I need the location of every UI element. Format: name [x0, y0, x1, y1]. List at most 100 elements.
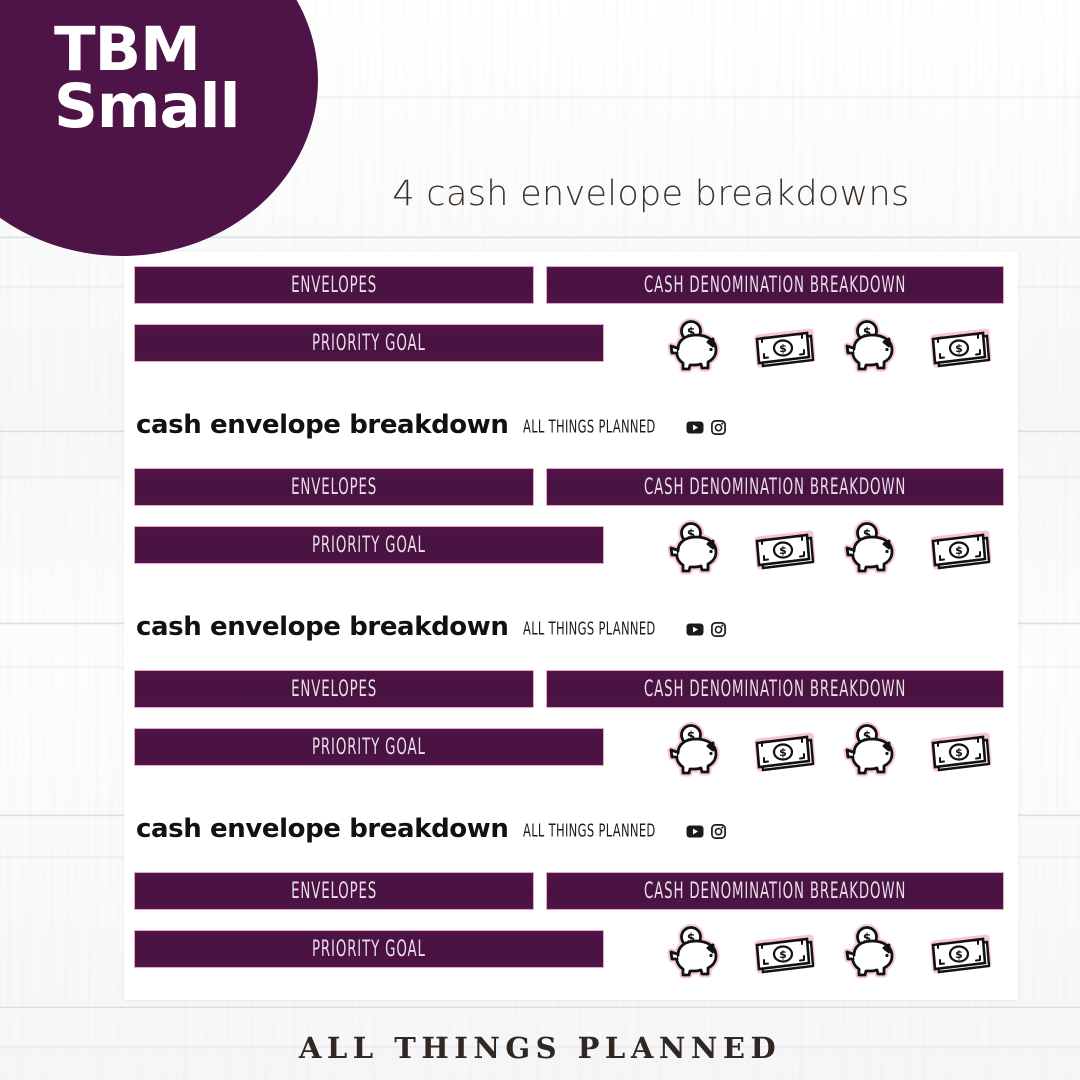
block-branding-title: cash envelope breakdown	[136, 410, 509, 440]
money-icon-strip: $ $	[664, 314, 994, 380]
bar-cash-denomination-breakdown[interactable]: CASH DENOMINATION BREAKDOWN	[546, 670, 1004, 708]
social-icons	[686, 824, 727, 842]
cash-bills-icon: $	[930, 530, 992, 570]
cash-bills-icon: $	[754, 934, 816, 974]
block-branding-subtitle: ALL THINGS PLANNED	[522, 416, 656, 437]
money-icon-strip: $ $	[664, 920, 994, 986]
svg-text:$: $	[687, 325, 695, 339]
bar-cash-denomination-breakdown[interactable]: CASH DENOMINATION BREAKDOWN	[546, 468, 1004, 506]
money-icon-strip: $ $	[664, 516, 994, 582]
youtube-icon[interactable]	[686, 623, 704, 636]
piggy-bank-icon-wrap: $	[664, 720, 730, 782]
piggy-bank-icon: $	[843, 924, 896, 979]
social-icons	[686, 420, 727, 438]
cash-bills-icon-wrap: $	[928, 922, 994, 984]
bar-priority-goal[interactable]: PRIORITY GOAL	[134, 526, 604, 564]
cash-bills-icon: $	[754, 530, 816, 570]
block-branding-subtitle: ALL THINGS PLANNED	[522, 820, 656, 841]
bar-priority-goal-label: PRIORITY GOAL	[312, 936, 426, 962]
brand-badge-label: TBM Small	[54, 14, 240, 142]
piggy-bank-icon-wrap: $	[840, 316, 906, 378]
cash-bills-icon-wrap: $	[928, 720, 994, 782]
cash-bills-icon: $	[930, 934, 992, 974]
bar-priority-goal[interactable]: PRIORITY GOAL	[134, 930, 604, 968]
piggy-bank-icon-wrap: $	[664, 316, 730, 378]
bar-cash-denomination-breakdown-label: CASH DENOMINATION BREAKDOWN	[643, 676, 907, 702]
block-branding-row: cash envelope breakdown ALL THINGS PLANN…	[136, 410, 727, 440]
footer-brand-label: ALL THINGS PLANNED	[298, 1031, 782, 1065]
piggy-bank-icon-wrap: $	[840, 922, 906, 984]
svg-text:$: $	[863, 325, 871, 339]
bar-cash-denomination-breakdown-label: CASH DENOMINATION BREAKDOWN	[643, 474, 907, 500]
instagram-icon[interactable]	[711, 622, 727, 637]
youtube-icon[interactable]	[686, 825, 704, 838]
page-title: 4 cash envelope breakdowns	[392, 174, 910, 214]
plank-seam	[0, 236, 1080, 239]
piggy-bank-icon-wrap: $	[664, 922, 730, 984]
cash-bills-icon: $	[930, 328, 992, 368]
cash-bills-icon-wrap: $	[928, 518, 994, 580]
social-icons	[686, 622, 727, 640]
block-branding-row: cash envelope breakdown ALL THINGS PLANN…	[136, 814, 727, 844]
cash-bills-icon-wrap: $	[752, 316, 818, 378]
piggy-bank-icon: $	[843, 318, 896, 373]
printable-sheet: ENVELOPES CASH DENOMINATION BREAKDOWN PR…	[124, 252, 1018, 1000]
svg-text:$: $	[863, 527, 871, 541]
svg-text:$: $	[779, 544, 787, 557]
plank-seam	[0, 1006, 1080, 1009]
instagram-icon[interactable]	[711, 420, 727, 435]
bar-priority-goal-label: PRIORITY GOAL	[312, 330, 426, 356]
piggy-bank-icon: $	[667, 924, 720, 979]
money-icon-strip: $ $	[664, 718, 994, 784]
cash-bills-icon-wrap: $	[752, 720, 818, 782]
svg-text:$: $	[687, 527, 695, 541]
bar-priority-goal-label: PRIORITY GOAL	[312, 532, 426, 558]
svg-text:$: $	[955, 948, 963, 961]
piggy-bank-icon-wrap: $	[840, 720, 906, 782]
bar-envelopes-label: ENVELOPES	[291, 676, 377, 702]
svg-text:$: $	[955, 342, 963, 355]
svg-text:$: $	[779, 948, 787, 961]
block-branding-title: cash envelope breakdown	[136, 814, 509, 844]
bar-priority-goal-label: PRIORITY GOAL	[312, 734, 426, 760]
cash-bills-icon-wrap: $	[752, 518, 818, 580]
svg-text:$: $	[955, 544, 963, 557]
cash-bills-icon-wrap: $	[928, 316, 994, 378]
bar-cash-denomination-breakdown[interactable]: CASH DENOMINATION BREAKDOWN	[546, 872, 1004, 910]
svg-text:$: $	[779, 342, 787, 355]
bar-cash-denomination-breakdown-label: CASH DENOMINATION BREAKDOWN	[643, 272, 907, 298]
svg-text:$: $	[687, 729, 695, 743]
piggy-bank-icon: $	[843, 520, 896, 575]
svg-text:$: $	[687, 931, 695, 945]
bar-envelopes-label: ENVELOPES	[291, 272, 377, 298]
piggy-bank-icon: $	[667, 318, 720, 373]
block-branding-title: cash envelope breakdown	[136, 612, 509, 642]
bar-envelopes-label: ENVELOPES	[291, 474, 377, 500]
bar-cash-denomination-breakdown[interactable]: CASH DENOMINATION BREAKDOWN	[546, 266, 1004, 304]
youtube-icon[interactable]	[686, 421, 704, 434]
instagram-icon[interactable]	[711, 824, 727, 839]
block-branding-subtitle: ALL THINGS PLANNED	[522, 618, 656, 639]
block-branding-row: cash envelope breakdown ALL THINGS PLANN…	[136, 612, 727, 642]
bar-envelopes[interactable]: ENVELOPES	[134, 468, 534, 506]
piggy-bank-icon-wrap: $	[664, 518, 730, 580]
svg-text:$: $	[779, 746, 787, 759]
cash-bills-icon: $	[754, 328, 816, 368]
svg-text:$: $	[955, 746, 963, 759]
bar-priority-goal[interactable]: PRIORITY GOAL	[134, 728, 604, 766]
bar-envelopes[interactable]: ENVELOPES	[134, 670, 534, 708]
svg-text:$: $	[863, 729, 871, 743]
bar-envelopes[interactable]: ENVELOPES	[134, 266, 534, 304]
bar-envelopes-label: ENVELOPES	[291, 878, 377, 904]
piggy-bank-icon-wrap: $	[840, 518, 906, 580]
bar-envelopes[interactable]: ENVELOPES	[134, 872, 534, 910]
piggy-bank-icon: $	[843, 722, 896, 777]
bar-priority-goal[interactable]: PRIORITY GOAL	[134, 324, 604, 362]
cash-bills-icon-wrap: $	[752, 922, 818, 984]
piggy-bank-icon: $	[667, 520, 720, 575]
bar-cash-denomination-breakdown-label: CASH DENOMINATION BREAKDOWN	[643, 878, 907, 904]
piggy-bank-icon: $	[667, 722, 720, 777]
cash-bills-icon: $	[930, 732, 992, 772]
svg-text:$: $	[863, 931, 871, 945]
